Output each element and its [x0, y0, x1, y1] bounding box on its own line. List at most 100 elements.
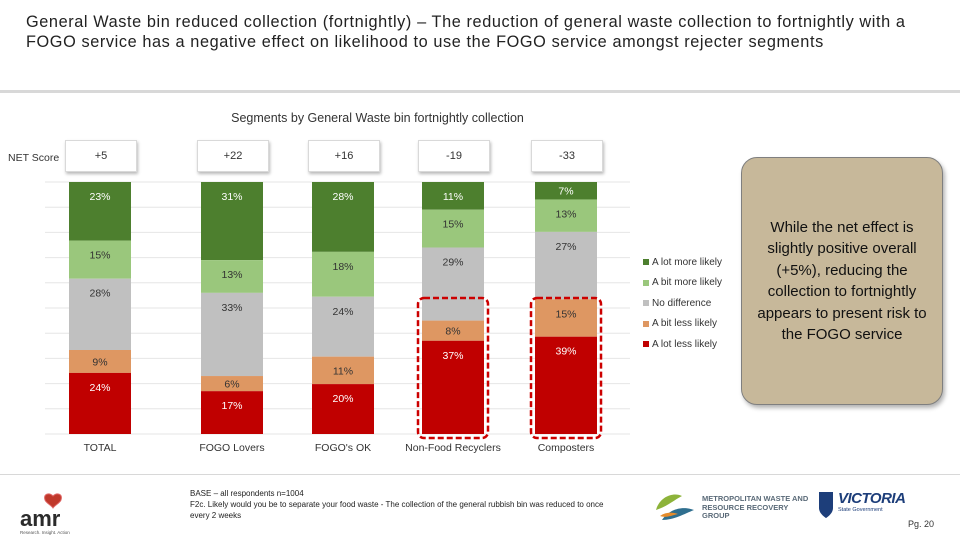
legend-label: A lot more likely — [652, 256, 723, 268]
legend-item: A lot more likely — [643, 252, 722, 273]
victoria-wordmark: VICTORIA — [838, 490, 906, 507]
data-label: 15% — [555, 308, 576, 320]
victoria-logo: VICTORIA State Government — [818, 490, 906, 520]
net-score-label: NET Score — [8, 152, 60, 164]
category-label: FOGO Lovers — [199, 442, 264, 454]
net-score-3: -19 — [418, 140, 490, 172]
legend-swatch — [643, 341, 649, 348]
bar-segment — [535, 182, 597, 200]
data-label: 33% — [221, 302, 242, 314]
callout-text: While the net effect is slightly positiv… — [757, 218, 927, 344]
category-label: FOGO's OK — [315, 442, 371, 454]
bar-segment — [535, 299, 597, 337]
bar-segment — [312, 384, 374, 434]
data-label: 8% — [445, 326, 460, 338]
legend-item: A bit less likely — [643, 314, 722, 335]
bar-segment — [422, 209, 484, 248]
footer-divider — [0, 474, 960, 475]
legend-label: A bit more likely — [652, 277, 723, 289]
bar-segment — [312, 296, 374, 357]
data-label: 29% — [442, 257, 463, 269]
category-label: Composters — [538, 442, 595, 454]
mwrrg-text: METROPOLITAN WASTE AND RESOURCE RECOVERY… — [702, 494, 809, 521]
net-score-4: -33 — [531, 140, 603, 172]
data-label: 15% — [89, 250, 110, 262]
bar-segment — [201, 292, 263, 377]
bar-segment — [69, 182, 131, 241]
legend-swatch — [643, 300, 649, 307]
bar-segment — [201, 391, 263, 434]
footnote: BASE – all respondents n=1004 F2c. Likel… — [190, 488, 610, 521]
bar-segment — [422, 182, 484, 210]
bar-segment — [535, 336, 597, 434]
bar-segment — [422, 320, 484, 341]
net-score-1: +22 — [197, 140, 269, 172]
highlight-box — [529, 296, 603, 440]
bar-segment — [422, 340, 484, 434]
category-label: TOTAL — [84, 442, 117, 454]
data-label: 24% — [89, 382, 110, 394]
data-label: 18% — [332, 261, 353, 273]
data-label: 24% — [332, 306, 353, 318]
highlight-box — [416, 296, 490, 440]
legend-label: No difference — [652, 297, 712, 309]
slide-title: General Waste bin reduced collection (fo… — [26, 13, 906, 51]
victoria-subtitle: State Government — [838, 507, 883, 513]
bar-segment — [69, 240, 131, 279]
category-label: Non-Food Recyclers — [405, 442, 501, 454]
title-divider — [0, 90, 960, 93]
legend-swatch — [643, 279, 649, 286]
bar-segment — [69, 350, 131, 373]
bar-segment — [201, 376, 263, 392]
amr-tagline: Research. Insight. Action — [20, 530, 70, 535]
bar-segment — [69, 372, 131, 434]
bar-segment — [201, 260, 263, 293]
net-score-2: +16 — [308, 140, 380, 172]
data-label: 9% — [92, 356, 107, 368]
net-score-0: +5 — [65, 140, 137, 172]
data-label: 31% — [221, 191, 242, 203]
data-label: 15% — [442, 219, 463, 231]
footnote-base: BASE – all respondents n=1004 — [190, 489, 304, 498]
chart-legend: A lot more likely A bit more likely No dif… — [643, 252, 722, 355]
bar-segment — [312, 251, 374, 297]
data-label: 17% — [221, 400, 242, 412]
data-label: 13% — [555, 208, 576, 220]
data-label: 13% — [221, 269, 242, 281]
footnote-question: F2c. Likely would you be to separate you… — [190, 500, 606, 520]
legend-swatch — [643, 320, 649, 327]
legend-item: A bit more likely — [643, 273, 722, 294]
bar-segment — [422, 247, 484, 321]
legend-swatch — [643, 259, 649, 266]
chart-title: Segments by General Waste bin fortnightl… — [231, 111, 524, 125]
legend-label: A lot less likely — [652, 338, 718, 350]
page-number: Pg. 20 — [908, 519, 935, 529]
callout-box: While the net effect is slightly positiv… — [741, 157, 943, 405]
data-label: 28% — [332, 191, 353, 203]
legend-label: A bit less likely — [652, 318, 718, 330]
data-label: 11% — [443, 191, 463, 203]
data-label: 23% — [89, 191, 110, 203]
data-label: 6% — [224, 379, 239, 391]
data-label: 7% — [558, 186, 573, 198]
amr-logo: amr Research. Insight. Action — [18, 492, 88, 541]
legend-item: No difference — [643, 293, 722, 314]
data-label: 11% — [333, 365, 353, 377]
legend-item: A lot less likely — [643, 334, 722, 355]
data-label: 39% — [555, 346, 576, 358]
state-emblem-icon — [819, 492, 833, 518]
data-label: 28% — [89, 288, 110, 300]
bar-segment — [535, 199, 597, 232]
bar-segment — [201, 182, 263, 261]
mwrrg-logo: METROPOLITAN WASTE AND RESOURCE RECOVERY… — [652, 490, 812, 526]
bar-segment — [69, 278, 131, 350]
amr-wordmark: amr — [20, 506, 61, 531]
bar-segment — [535, 231, 597, 300]
bar-segment — [312, 182, 374, 252]
data-label: 20% — [332, 393, 353, 405]
data-label: 27% — [555, 241, 576, 253]
data-label: 37% — [442, 350, 463, 362]
bar-segment — [312, 356, 374, 385]
leaf-icon — [656, 494, 694, 520]
